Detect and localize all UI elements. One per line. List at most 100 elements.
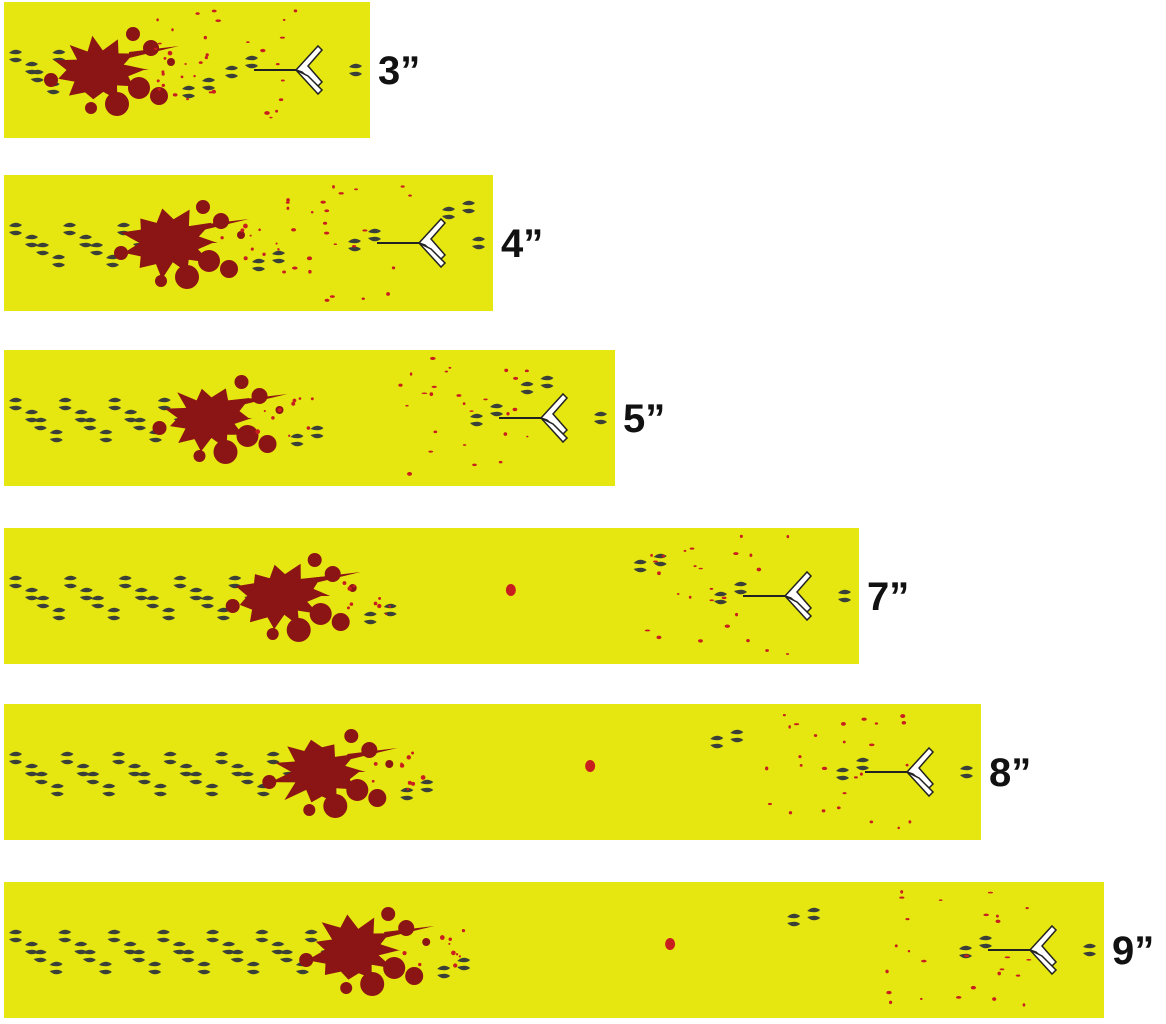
deer-track-icon: [400, 787, 414, 801]
deer-track-icon: [63, 222, 76, 236]
blood-drop-icon: [184, 63, 187, 65]
blood-drop-icon: [391, 266, 396, 270]
blood-drop-icon: [275, 62, 280, 66]
trail-strip: 5”: [4, 350, 665, 486]
deer-track-icon: [137, 771, 151, 785]
deer-track-icon: [215, 751, 229, 765]
blood-drop-icon: [293, 9, 298, 13]
trail-strip: 7”: [4, 528, 909, 664]
blood-drop-icon: [724, 624, 730, 628]
blood-drop-icon: [512, 407, 518, 412]
trail-strip: 4”: [4, 175, 543, 311]
deer-track-icon: [9, 49, 22, 63]
deer-track-icon: [128, 763, 142, 777]
deer-track-icon: [730, 729, 744, 743]
deer-track-icon: [91, 595, 105, 609]
blood-drop-icon: [407, 472, 413, 476]
blood-drop-icon: [405, 404, 409, 407]
arrow-icon: [377, 217, 447, 269]
deer-track-icon: [252, 258, 265, 272]
deer-track-icon: [290, 433, 304, 447]
deer-track-icon: [36, 242, 49, 256]
blood-drop-icon: [842, 740, 846, 744]
blood-drop-icon: [292, 266, 298, 270]
deer-track-icon: [202, 77, 215, 91]
deer-track-icon: [107, 929, 121, 943]
blood-drop-icon: [264, 111, 270, 115]
deer-track-icon: [60, 751, 74, 765]
blood-drop-icon: [172, 93, 178, 97]
blood-drop-icon: [332, 185, 335, 189]
blood-drop-icon: [897, 826, 900, 830]
deer-track-icon: [123, 941, 137, 955]
blood-drop-icon: [324, 209, 330, 213]
deer-track-icon: [240, 771, 254, 785]
blood-drop-icon: [905, 918, 910, 921]
blood-drop-icon: [735, 612, 739, 617]
size-label: 4”: [501, 222, 543, 266]
blood-drop-icon: [1026, 958, 1032, 961]
deer-track-icon: [348, 238, 361, 252]
blood-drop-icon: [970, 985, 977, 990]
deer-track-icon: [856, 757, 869, 771]
blood-drop-icon: [278, 98, 284, 102]
blood-drop-icon: [894, 944, 898, 948]
blood-splatter-icon: [225, 553, 392, 642]
deer-track-icon: [594, 411, 607, 425]
blood-drop-icon: [157, 42, 162, 45]
blood-drop-icon: [498, 460, 503, 464]
blood-drop-icon: [421, 392, 428, 395]
deer-track-icon: [49, 961, 63, 975]
blood-drop-icon: [840, 721, 846, 726]
deer-track-icon: [9, 751, 22, 765]
blood-drop-icon: [215, 19, 221, 23]
blood-drop-icon: [308, 269, 312, 274]
blood-drop-icon: [513, 376, 519, 380]
blood-drop-icon: [456, 394, 462, 397]
deer-track-icon: [279, 949, 293, 963]
blood-drop-icon: [869, 820, 874, 824]
blood-drop-icon: [429, 392, 434, 397]
blood-drop-icon: [788, 725, 791, 729]
blood-drop-icon: [260, 48, 266, 53]
blood-drop-icon: [323, 231, 330, 235]
deer-track-icon: [836, 767, 849, 781]
deer-track-icon: [163, 751, 177, 765]
blood-drop-icon: [901, 720, 907, 725]
blood-drop-icon: [211, 9, 217, 13]
blood-splatter-icon: [262, 729, 426, 818]
deer-track-icon: [153, 783, 167, 797]
blood-drop-icon: [693, 565, 697, 568]
blood-drop-icon: [788, 811, 793, 815]
blood-drop-icon: [285, 201, 290, 204]
blood-drop-icon: [448, 366, 452, 369]
blood-drop-icon: [1004, 956, 1011, 959]
deer-track-icon: [189, 587, 203, 601]
blood-drop-icon: [739, 534, 743, 538]
blood-drop-icon: [338, 192, 344, 195]
blood-drop-icon: [836, 806, 841, 810]
deer-track-icon: [9, 397, 22, 411]
blood-drop-icon: [653, 560, 658, 563]
deer-track-icon: [363, 611, 377, 625]
blood-drop-icon: [650, 553, 653, 557]
blood-drop-icon: [524, 369, 529, 373]
size-label: 9”: [1112, 929, 1154, 973]
deer-track-icon: [9, 575, 22, 589]
deer-track-icon: [30, 69, 44, 83]
blood-drop-icon: [688, 595, 692, 599]
deer-track-icon: [49, 429, 63, 443]
blood-drop-icon: [329, 295, 335, 298]
blood-drop-icon: [888, 1000, 893, 1005]
blood-drop-icon: [310, 211, 314, 214]
blood-drop-icon: [963, 954, 970, 958]
deer-track-icon: [98, 961, 112, 975]
deer-track-icon: [633, 559, 647, 573]
blood-drop-icon: [900, 890, 904, 894]
blood-drop-icon: [813, 734, 818, 737]
deer-track-icon: [540, 375, 554, 389]
blood-drop-icon: [444, 370, 449, 373]
deer-track-icon: [272, 250, 285, 264]
deer-track-icon: [107, 607, 121, 621]
deer-track-icon: [25, 234, 38, 248]
